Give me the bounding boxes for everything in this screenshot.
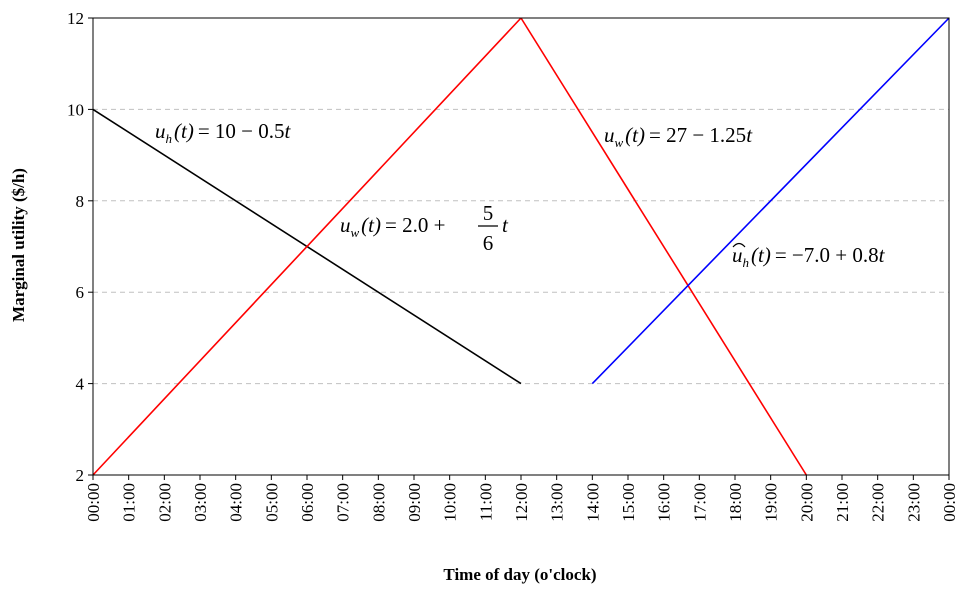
x-tick-label: 16:00 xyxy=(655,483,674,522)
x-tick-label: 19:00 xyxy=(762,483,781,522)
y-tick-label: 12 xyxy=(67,9,84,28)
annotation-uhhat-rhs: = −7.0 + 0.8 xyxy=(775,243,879,267)
x-tick-label: 03:00 xyxy=(191,483,210,522)
annotation-uw1-sub: w xyxy=(351,225,360,240)
series-line-2 xyxy=(92,17,522,476)
annotation-uhhat: uh(t) = −7.0 + 0.8t xyxy=(732,243,886,270)
annotation-uw1-var: u xyxy=(340,213,351,237)
annotation-uw1-t: t xyxy=(502,213,509,237)
annotation-uhhat-t: t xyxy=(879,243,886,267)
series-line-4 xyxy=(591,17,950,385)
annotation-uw2-arg: (t) xyxy=(625,123,645,147)
x-tick-label: 23:00 xyxy=(904,483,923,522)
y-tick-label: 8 xyxy=(76,192,85,211)
y-tick-label: 6 xyxy=(76,283,85,302)
x-tick-label: 15:00 xyxy=(619,483,638,522)
x-axis-title: Time of day (o'clock) xyxy=(443,565,596,584)
x-tick-label: 14:00 xyxy=(583,483,602,522)
annotation-uw1-rhs: = 2.0 + xyxy=(385,213,445,237)
x-tick-label: 11:00 xyxy=(476,483,495,521)
x-tick-label: 05:00 xyxy=(262,483,281,522)
annotation-uw2-t: t xyxy=(746,123,753,147)
series-lines xyxy=(92,17,950,476)
y-tick-label: 10 xyxy=(67,100,84,119)
x-tick-label: 13:00 xyxy=(548,483,567,522)
x-tick-label: 17:00 xyxy=(690,483,709,522)
x-tick-label: 01:00 xyxy=(120,483,139,522)
x-tick-label: 08:00 xyxy=(369,483,388,522)
x-tick-label: 20:00 xyxy=(797,483,816,522)
annotation-uh-rhs: = 10 − 0.5 xyxy=(198,119,285,143)
series-line-3 xyxy=(520,17,808,476)
x-tick-label: 22:00 xyxy=(869,483,888,522)
annotation-uw2-sub: w xyxy=(615,135,624,150)
x-tick-label: 10:00 xyxy=(441,483,460,522)
annotation-uw2-var: u xyxy=(604,123,615,147)
x-tick-label: 02:00 xyxy=(155,483,174,522)
x-tick-label: 00:00 xyxy=(84,483,103,522)
x-tick-label: 00:00 xyxy=(940,483,959,522)
x-tick-label: 21:00 xyxy=(833,483,852,522)
x-tick-label: 12:00 xyxy=(512,483,531,522)
annotation-uw2: uw(t) = 27 − 1.25t xyxy=(604,123,753,150)
x-tick-label: 06:00 xyxy=(298,483,317,522)
annotation-uw1: uw(t) = 2.0 + xyxy=(340,213,445,240)
annotation-uh-var: u xyxy=(155,119,166,143)
annotation-uh-arg: (t) xyxy=(174,119,194,143)
y-tick-label: 4 xyxy=(76,375,85,394)
annotation-uhhat-sub: h xyxy=(743,255,750,270)
x-axis-ticks: 00:00 01:00 02:00 03:00 04:00 05:00 06:00 07:00… xyxy=(84,475,959,522)
x-tick-label: 07:00 xyxy=(334,483,353,522)
y-tick-label: 2 xyxy=(76,466,85,485)
annotation-uhhat-arg: (t) xyxy=(751,243,771,267)
annotation-uh-sub: h xyxy=(166,131,173,146)
annotation-uw1-num: 5 xyxy=(483,201,494,225)
y-axis-ticks: 2 4 6 8 10 12 xyxy=(67,9,93,485)
x-tick-label: 04:00 xyxy=(227,483,246,522)
annotation-uw1-den: 6 xyxy=(483,231,494,255)
x-tick-label: 09:00 xyxy=(405,483,424,522)
y-axis-title: Marginal utility ($/h) xyxy=(9,168,28,322)
annotation-uhhat-var: u xyxy=(732,243,743,267)
annotation-uh-t: t xyxy=(285,119,292,143)
annotation-uh: uh(t) = 10 − 0.5t xyxy=(155,119,292,146)
annotation-uw2-rhs: = 27 − 1.25 xyxy=(649,123,746,147)
x-tick-label: 18:00 xyxy=(726,483,745,522)
annotation-uw1-arg: (t) xyxy=(361,213,381,237)
annotation-uhhat-hat xyxy=(732,242,746,248)
